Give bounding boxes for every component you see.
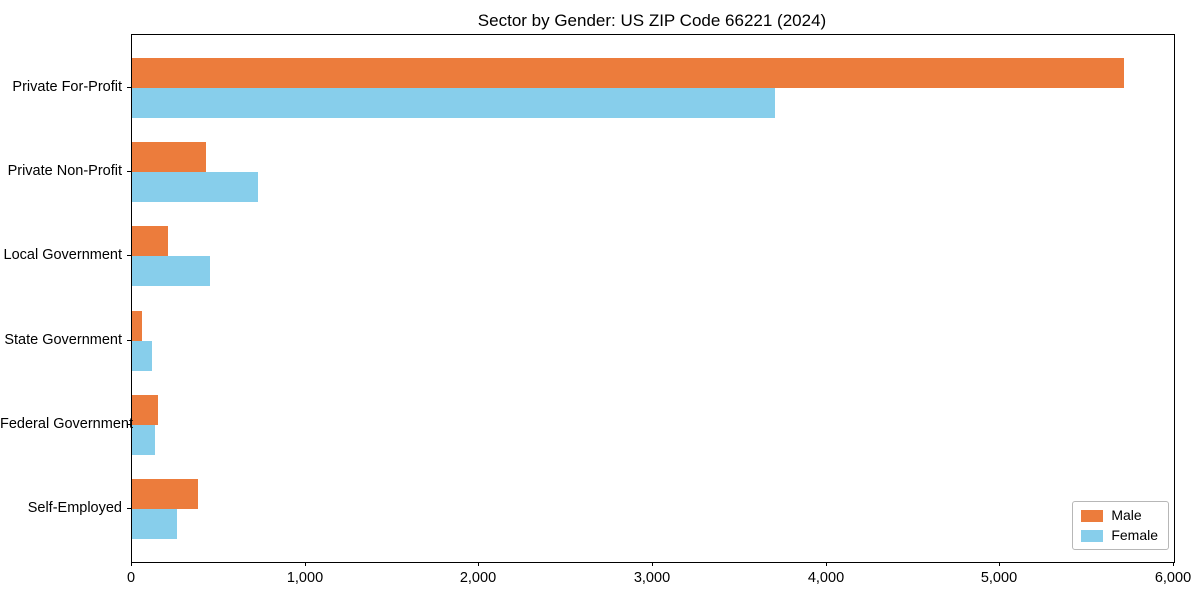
x-tick-mark (826, 562, 827, 566)
y-tick-label: Federal Government (0, 415, 133, 432)
bar-female-2 (132, 256, 210, 287)
x-tick-label: 0 (126, 570, 136, 586)
y-tick-mark (127, 255, 131, 257)
bar-female-0 (132, 87, 775, 118)
legend-entry-female: Female (1081, 528, 1158, 543)
y-tick-mark (127, 339, 131, 341)
y-tick-label: Private Non-Profit (7, 163, 122, 180)
bar-male-2 (132, 226, 168, 257)
legend: Male Female (1072, 501, 1169, 550)
bar-female-4 (132, 424, 155, 455)
bar-male-1 (132, 142, 206, 173)
x-tick-label: 5,000 (980, 570, 1018, 586)
y-tick-label: State Government (4, 331, 122, 348)
plot-area: Male Female (131, 34, 1175, 563)
bar-male-5 (132, 479, 198, 510)
x-tick-mark (478, 562, 479, 566)
x-tick-mark (305, 562, 306, 566)
bar-female-1 (132, 172, 258, 203)
x-tick-label: 1,000 (286, 570, 324, 586)
x-tick-mark (1173, 562, 1174, 566)
bar-female-5 (132, 509, 177, 540)
x-tick-label: 6,000 (1154, 570, 1192, 586)
y-tick-mark (127, 423, 131, 425)
y-tick-label: Local Government (3, 247, 122, 264)
legend-swatch-male (1081, 509, 1104, 522)
legend-entry-male: Male (1081, 508, 1158, 523)
legend-label-female: Female (1111, 527, 1158, 543)
y-tick-mark (127, 171, 131, 173)
x-tick-mark (131, 562, 132, 566)
chart-title: Sector by Gender: US ZIP Code 66221 (202… (477, 11, 827, 30)
bar-female-3 (132, 340, 152, 371)
x-tick-label: 4,000 (807, 570, 845, 586)
x-tick-label: 3,000 (633, 570, 671, 586)
y-tick-mark (127, 86, 131, 88)
y-tick-label: Self-Employed (27, 500, 122, 517)
legend-label-male: Male (1111, 507, 1142, 523)
x-tick-label: 2,000 (459, 570, 497, 586)
legend-swatch-female (1081, 529, 1104, 542)
bar-male-4 (132, 394, 158, 425)
bar-male-3 (132, 310, 142, 341)
x-tick-mark (999, 562, 1000, 566)
bar-male-0 (132, 57, 1124, 88)
x-tick-mark (652, 562, 653, 566)
y-tick-label: Private For-Profit (12, 78, 122, 95)
y-tick-mark (127, 508, 131, 510)
